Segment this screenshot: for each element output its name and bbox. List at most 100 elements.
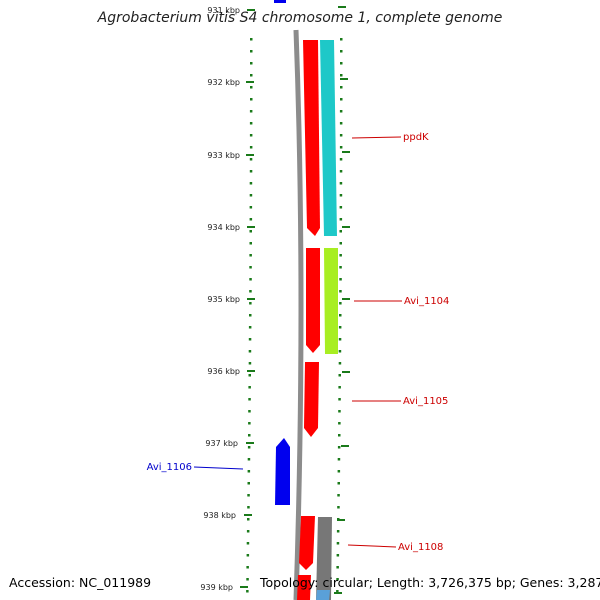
light-blue-feature-bottom[interactable] (316, 590, 330, 600)
left-axis-dot-16 (249, 230, 252, 233)
left-axis-dot-19 (249, 266, 252, 269)
tick-label-934: 934 kbp (207, 223, 240, 232)
left-axis-dot-6 (249, 110, 253, 113)
left-axis-dot-25 (248, 338, 252, 341)
right-axis-dot-33 (338, 434, 341, 437)
leader-line-avi-1108 (347, 544, 397, 548)
left-axis-dot-1 (250, 50, 253, 53)
left-axis-dot-3 (250, 74, 253, 77)
left-axis-dot-23 (249, 314, 252, 317)
left-axis-dot-4 (250, 86, 253, 89)
left-axis-dot-29 (248, 386, 251, 389)
left-axis-dot-22 (249, 302, 252, 305)
page-title: Agrobacterium vitis S4 chromosome 1, com… (97, 10, 503, 26)
right-axis-dot-26 (338, 350, 342, 353)
right-axis-dot-39 (337, 506, 340, 509)
gray-feature-avi-1108[interactable] (316, 517, 332, 600)
red-cds-avi-1104[interactable] (306, 248, 320, 353)
left-axis-dot-9 (249, 146, 253, 149)
right-axis-dot-12 (339, 182, 343, 185)
left-axis-dot-8 (249, 134, 253, 137)
left-axis-dot-40 (247, 518, 250, 521)
right-axis-dot-45 (336, 578, 339, 581)
blue-cds-top-partial[interactable] (274, 0, 286, 3)
left-axis-dot-31 (248, 410, 251, 413)
right-axis-dot-0 (340, 38, 343, 41)
right-axis-dot-6 (339, 110, 343, 113)
right-axis-dot-37 (337, 482, 340, 485)
gene-label-avi-1105[interactable]: Avi_1105 (403, 396, 448, 407)
tick-label-932: 932 kbp (207, 78, 240, 87)
left-axis-dot-18 (249, 254, 252, 257)
right-axis-dot-20 (339, 278, 342, 281)
left-axis-dot-28 (248, 374, 251, 377)
gene-label-avi-1108[interactable]: Avi_1108 (398, 542, 443, 553)
right-axis-dot-16 (339, 230, 342, 233)
right-axis-dot-15 (339, 218, 343, 221)
right-axis-dot-35 (337, 458, 341, 461)
right-axis-dot-19 (339, 266, 342, 269)
gene-label-avi-1104[interactable]: Avi_1104 (404, 296, 449, 307)
right-axis-dot-2 (340, 62, 343, 65)
gene-label-ppdK[interactable]: ppdK (403, 132, 429, 143)
green-feature-avi-1104[interactable] (324, 248, 338, 354)
tick-label-938: 938 kbp (203, 511, 236, 520)
left-axis-dot-34 (247, 446, 251, 449)
tick-label-935: 935 kbp (207, 295, 240, 304)
right-axis-dot-10 (339, 158, 343, 161)
left-axis-dot-30 (248, 398, 251, 401)
right-axis-dot-38 (337, 494, 340, 497)
right-axis-dot-29 (338, 386, 341, 389)
red-cds-ppdK[interactable] (303, 40, 320, 236)
right-axis-dot-3 (340, 74, 343, 77)
left-axis-dot-45 (246, 578, 249, 581)
red-cds-bottom-partial[interactable] (297, 575, 311, 600)
tick-label-931: 931 kbp (207, 6, 240, 15)
left-axis-dot-41 (246, 530, 250, 533)
right-axis-dot-46 (336, 590, 339, 593)
red-cds-avi-1105[interactable] (304, 362, 319, 437)
right-axis-dot-21 (339, 290, 342, 293)
right-axis-dot-18 (339, 254, 342, 257)
kbp-ticks: 931 kbp 932 kbp 933 kbp 934 kbp 935 kbp … (200, 6, 350, 594)
leader-line-ppdK (351, 136, 402, 139)
tick-label-937: 937 kbp (205, 439, 238, 448)
left-axis-dot-27 (248, 362, 252, 365)
right-axis-dot-36 (337, 470, 341, 473)
gene-label-avi-1106[interactable]: Avi_1106 (147, 462, 192, 473)
left-axis-dot-35 (247, 458, 251, 461)
left-axis-dot-39 (247, 506, 250, 509)
left-axis-dot-12 (249, 182, 253, 185)
accession-text: Accession: NC_011989 (9, 575, 152, 590)
tick-label-939: 939 kbp (200, 583, 233, 592)
left-axis-dot-14 (249, 206, 253, 209)
tick-label-936: 936 kbp (207, 367, 240, 376)
right-axis-dot-44 (336, 566, 339, 569)
right-axis-dot-30 (338, 398, 341, 401)
right-axis-dot-8 (339, 134, 343, 137)
left-axis-dot-37 (247, 482, 250, 485)
left-axis-dot-21 (249, 290, 252, 293)
right-axis-dot-1 (340, 50, 343, 53)
right-axis-dot-32 (338, 422, 341, 425)
chromosome-backbone (293, 29, 304, 600)
right-axis-dot-5 (340, 98, 343, 101)
right-axis-dot-41 (336, 530, 340, 533)
left-axis-dot-46 (246, 590, 249, 593)
left-axis-dot-26 (248, 350, 252, 353)
left-axis-dot-10 (249, 158, 253, 161)
blue-cds-avi-1106[interactable] (275, 438, 290, 505)
left-axis-dot-15 (249, 218, 253, 221)
left-axis-dot-24 (248, 326, 252, 329)
left-axis-dot-32 (248, 422, 251, 425)
red-cds-avi-1108[interactable] (299, 516, 315, 570)
right-axis-dot-42 (336, 542, 340, 545)
left-axis-dot-17 (249, 242, 252, 245)
right-axis-dot-34 (337, 446, 341, 449)
cyan-feature-ppdK[interactable] (320, 40, 337, 236)
left-axis-dot-43 (246, 554, 250, 557)
left-axis-dot-42 (246, 542, 250, 545)
right-axis-dot-17 (339, 242, 342, 245)
tick-label-933: 933 kbp (207, 151, 240, 160)
right-axis-dot-27 (338, 362, 342, 365)
